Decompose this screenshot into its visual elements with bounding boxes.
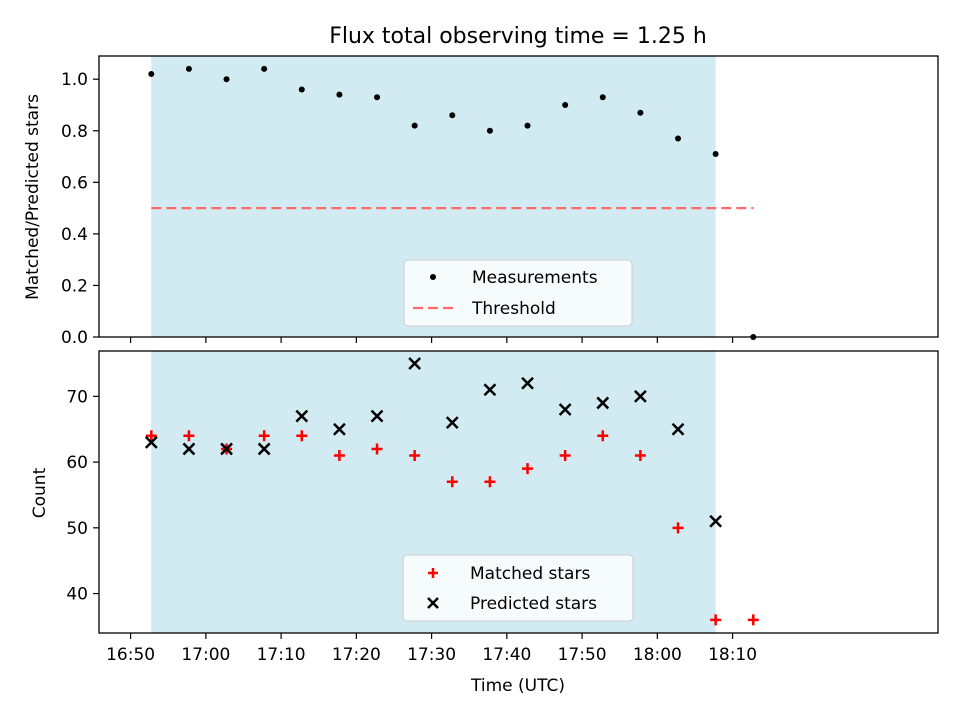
matched-star-point xyxy=(333,450,345,462)
predicted-star-point xyxy=(408,357,422,370)
measurement-point xyxy=(637,109,644,116)
predicted-stars-points xyxy=(144,357,723,528)
legend-measurements-label: Measurements xyxy=(472,268,598,288)
measurement-point xyxy=(562,101,569,108)
matched-stars-points xyxy=(145,430,759,626)
matched-star-point xyxy=(597,430,609,442)
predicted-star-point xyxy=(257,442,271,456)
x-tick-label: 17:30 xyxy=(407,645,456,665)
ratio-panel: 0.0 0.2 0.4 0.6 0.8 1.0 Matched/Predicted sta… xyxy=(23,55,939,348)
x-tick-label: 17:10 xyxy=(257,645,306,665)
measurement-point xyxy=(223,76,230,83)
predicted-star-point xyxy=(521,376,534,390)
matched-star-point xyxy=(296,430,308,442)
predicted-star-point xyxy=(295,409,309,423)
measurement-point xyxy=(449,112,456,119)
predicted-star-point xyxy=(558,403,572,416)
matched-star-point xyxy=(634,450,646,462)
count-y-ticks: 40 50 60 70 xyxy=(66,387,99,605)
predicted-star-point xyxy=(220,442,233,456)
predicted-star-point xyxy=(370,409,384,423)
ratio-y-tick-label: 0.2 xyxy=(61,276,88,296)
x-axis-label: Time (UTC) xyxy=(470,676,565,696)
legend-predicted-marker xyxy=(427,597,439,609)
count-y-tick-label: 60 xyxy=(66,453,88,473)
measurement-point xyxy=(336,91,343,98)
ratio-legend: Measurements Threshold xyxy=(403,259,633,327)
predicted-star-point xyxy=(333,422,346,436)
measurement-point xyxy=(148,71,155,78)
matched-star-point xyxy=(371,443,383,455)
count-y-tick-label: 40 xyxy=(66,585,88,605)
legend-measurements-marker xyxy=(430,274,436,280)
matched-star-point xyxy=(258,430,270,442)
measurement-point xyxy=(599,94,606,101)
count-y-tick-label: 50 xyxy=(66,519,88,539)
predicted-star-point xyxy=(596,396,610,410)
count-y-axis-label: Count xyxy=(30,467,50,518)
ratio-y-ticks: 0.0 0.2 0.4 0.6 0.8 1.0 xyxy=(61,70,99,348)
count-x-ticks: 16:50 17:00 17:10 17:20 17:30 17:40 17:50 18:00… xyxy=(106,633,757,665)
count-panel-frame xyxy=(98,350,939,634)
predicted-star-point xyxy=(483,383,497,397)
x-tick-label: 18:00 xyxy=(633,645,682,665)
matched-star-point xyxy=(522,463,534,475)
measurement-points xyxy=(148,65,757,340)
measurement-point xyxy=(712,150,719,157)
x-tick-label: 16:50 xyxy=(106,645,155,665)
count-legend-box xyxy=(402,554,634,622)
matched-star-point xyxy=(484,476,496,488)
matched-star-point xyxy=(183,430,195,442)
matched-star-point xyxy=(559,450,571,462)
measurement-point xyxy=(185,65,192,72)
legend-matched-marker xyxy=(428,568,438,578)
measurement-point xyxy=(524,122,531,129)
measurement-point xyxy=(261,65,268,72)
measurement-point xyxy=(411,122,418,129)
ratio-x-ticks xyxy=(130,337,734,343)
x-tick-label: 18:10 xyxy=(708,645,757,665)
chart-title: Flux total observing time = 1.25 h xyxy=(329,24,707,49)
count-legend: Matched stars Predicted stars xyxy=(402,554,634,622)
matched-star-point xyxy=(446,476,458,488)
predicted-star-point xyxy=(445,416,459,430)
matched-star-point xyxy=(710,614,722,626)
legend-threshold-label: Threshold xyxy=(471,299,556,319)
matched-star-point xyxy=(145,430,157,442)
predicted-star-point xyxy=(634,389,647,403)
ratio-y-tick-label: 1.0 xyxy=(61,70,88,90)
predicted-star-point xyxy=(709,514,723,528)
ratio-legend-box xyxy=(403,259,633,327)
x-tick-label: 17:20 xyxy=(332,645,381,665)
legend-predicted-label: Predicted stars xyxy=(470,594,597,614)
ratio-y-tick-label: 0.6 xyxy=(61,173,88,193)
measurement-point xyxy=(374,94,381,101)
x-tick-label: 17:50 xyxy=(558,645,607,665)
predicted-star-point xyxy=(671,422,685,436)
measurement-point xyxy=(298,86,305,93)
matched-star-point xyxy=(672,522,684,534)
predicted-star-point xyxy=(182,442,196,456)
ratio-y-axis-label: Matched/Predicted stars xyxy=(23,94,43,300)
ratio-y-tick-label: 0.8 xyxy=(61,122,88,142)
x-tick-label: 17:00 xyxy=(181,645,230,665)
x-tick-label: 17:40 xyxy=(482,645,531,665)
ratio-y-tick-label: 0.4 xyxy=(61,225,88,245)
measurement-point xyxy=(675,135,682,142)
ratio-y-tick-label: 0.0 xyxy=(61,328,88,348)
ratio-panel-frame xyxy=(98,55,939,338)
matched-star-point xyxy=(409,450,421,462)
matched-star-point xyxy=(747,614,759,626)
count-y-tick-label: 70 xyxy=(66,387,88,407)
predicted-star-point xyxy=(144,435,158,449)
measurement-point xyxy=(486,127,493,134)
legend-matched-label: Matched stars xyxy=(470,564,590,584)
